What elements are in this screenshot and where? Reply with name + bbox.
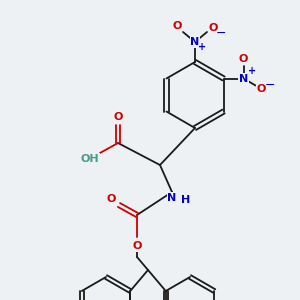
Text: OH: OH: [81, 154, 99, 164]
Text: N: N: [190, 37, 200, 47]
Text: −: −: [216, 26, 226, 40]
Text: N: N: [167, 193, 177, 203]
Text: O: O: [172, 21, 182, 31]
Text: H: H: [182, 195, 190, 205]
Text: O: O: [106, 194, 116, 204]
Text: O: O: [239, 55, 248, 64]
Text: N: N: [239, 74, 248, 83]
Text: +: +: [198, 42, 206, 52]
Text: −: −: [264, 79, 275, 92]
Text: O: O: [208, 23, 218, 33]
Text: O: O: [257, 85, 266, 94]
Text: O: O: [113, 112, 123, 122]
Text: O: O: [132, 241, 142, 251]
Text: +: +: [248, 67, 256, 76]
